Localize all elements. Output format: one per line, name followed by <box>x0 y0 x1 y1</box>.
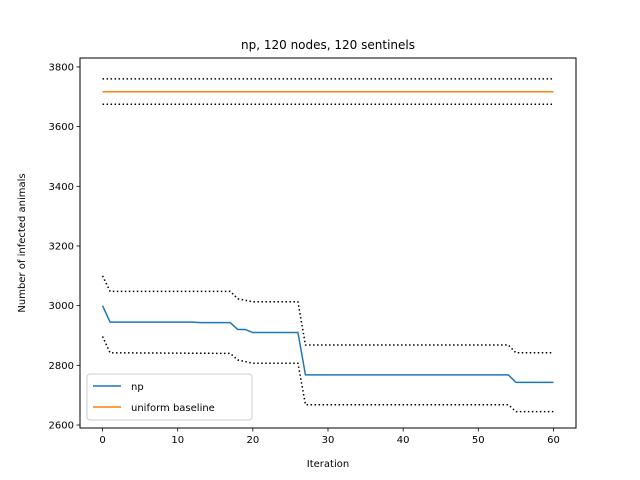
chart-title: np, 120 nodes, 120 sentinels <box>241 38 415 52</box>
legend: np uniform baseline <box>86 373 253 421</box>
y-tick-label: 3400 <box>49 182 74 193</box>
legend-label-uniform-baseline: uniform baseline <box>131 403 215 414</box>
x-axis-label: Iteration <box>307 459 349 470</box>
y-axis: 2600 2800 3000 3200 3400 3600 3800 <box>49 62 80 432</box>
x-tick-label: 0 <box>99 435 105 446</box>
x-tick-label: 50 <box>472 435 485 446</box>
bound-line-4 <box>101 275 554 354</box>
y-tick-label: 3600 <box>49 122 74 133</box>
x-axis: 0 10 20 30 40 50 60 <box>99 428 560 446</box>
legend-box <box>86 373 253 421</box>
y-axis-label: Number of infected animals <box>17 173 28 312</box>
x-tick-label: 10 <box>171 435 184 446</box>
y-tick-label: 3000 <box>49 301 74 312</box>
x-tick-label: 20 <box>246 435 259 446</box>
series-line-np <box>101 305 554 384</box>
legend-label-np: np <box>131 382 144 393</box>
plot-frame <box>79 57 577 429</box>
y-tick-label: 2800 <box>49 361 74 372</box>
y-tick-label: 3200 <box>49 241 74 252</box>
y-tick-label: 3800 <box>49 62 74 73</box>
x-tick-label: 30 <box>322 435 335 446</box>
x-tick-label: 60 <box>547 435 560 446</box>
x-tick-label: 40 <box>397 435 410 446</box>
series-layer <box>101 78 554 413</box>
y-tick-label: 2600 <box>49 421 74 432</box>
